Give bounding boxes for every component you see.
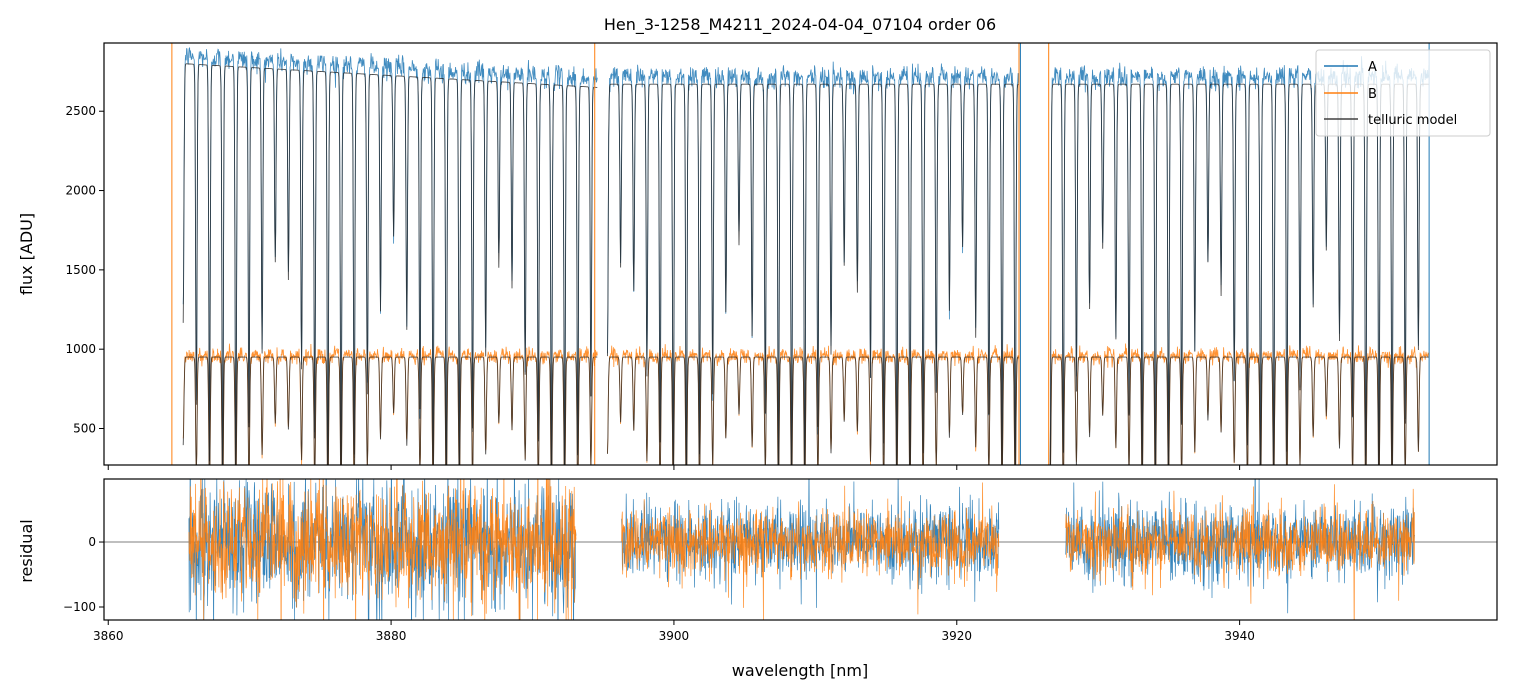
- bottom-x-tick-label: 3940: [1224, 629, 1255, 643]
- bottom-x-tick-label: 3880: [376, 629, 407, 643]
- telluric-model-a-line: [607, 83, 1019, 465]
- bottom-x-tick-label: 3900: [659, 629, 690, 643]
- residual-b-line: [1065, 484, 1415, 620]
- top-axes-frame: [103, 42, 1498, 466]
- bottom-axes-frame: [103, 478, 1498, 621]
- top-y-tick-label: 2000: [65, 184, 96, 198]
- legend-box: [1315, 49, 1491, 137]
- top-y-axis-label: flux [ADU]: [17, 213, 36, 295]
- legend: A B telluric model: [1315, 49, 1491, 137]
- bottom-y-tick-label: −100: [63, 600, 96, 614]
- bottom-x-tick-label: 3860: [93, 629, 124, 643]
- bottom-y-tick-label: 0: [88, 535, 96, 549]
- residual-b-line: [621, 482, 1000, 620]
- top-plot-area: [104, 43, 1497, 465]
- legend-label-telluric: telluric model: [1368, 113, 1457, 128]
- telluric-model-b-line: [607, 356, 1019, 465]
- top-y-tick-label: 2500: [65, 104, 96, 118]
- bottom-x-tick-label: 3920: [941, 629, 972, 643]
- legend-label-b: B: [1368, 87, 1377, 102]
- telluric-model-b-line: [182, 356, 598, 465]
- residual-b-line: [188, 479, 577, 620]
- legend-label-a: A: [1368, 60, 1377, 75]
- bottom-panel: −100 0 3860 3880 3900 3920 3940 residual wave…: [17, 478, 1498, 680]
- top-y-tick-label: 1500: [65, 263, 96, 277]
- telluric-model-b-line: [1050, 356, 1430, 465]
- series-a-line: [182, 47, 598, 465]
- telluric-model-a-line: [182, 63, 598, 465]
- top-y-tick-label: 1000: [65, 342, 96, 356]
- x-axis-label: wavelength [nm]: [732, 661, 869, 680]
- top-y-tick-label: 500: [73, 422, 96, 436]
- series-b-line: [1050, 343, 1430, 465]
- telluric-model-a-line: [1049, 83, 1430, 465]
- top-panel: 500 1000 1500 2000 2500 flux [ADU] A B tellu…: [17, 42, 1498, 470]
- chart-title: Hen_3-1258_M4211_2024-04-04_07104 order …: [604, 15, 996, 35]
- bottom-y-axis-label: residual: [17, 519, 36, 582]
